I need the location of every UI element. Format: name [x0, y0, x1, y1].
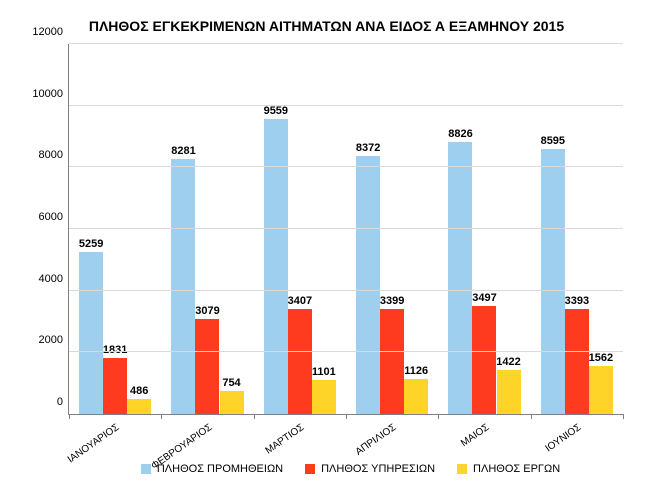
ytick-label: 8000 — [39, 149, 69, 161]
bar-value-label: 486 — [130, 385, 148, 397]
ytick-label: 12000 — [32, 26, 69, 38]
bar-value-label: 1562 — [589, 352, 613, 364]
plot-area: 5259183148682813079754955934071101837233… — [68, 44, 623, 415]
xtick-mark — [69, 414, 70, 419]
bar: 1831 — [103, 358, 127, 414]
xtick-mark — [623, 414, 624, 419]
xtick-label: ΜΑΙΟΣ — [458, 422, 490, 449]
xtick-mark — [346, 414, 347, 419]
bar: 1422 — [497, 370, 521, 414]
legend-label: ΠΛΗΘΟΣ ΕΡΓΩΝ — [473, 463, 560, 475]
bar-value-label: 3079 — [195, 305, 219, 317]
ytick-label: 0 — [57, 396, 69, 408]
bar-value-label: 3399 — [380, 295, 404, 307]
gridline — [69, 43, 623, 44]
xtick-label: ΙΟΥΝΙΟΣ — [543, 422, 583, 454]
gridline — [69, 166, 623, 167]
bar-value-label: 8826 — [448, 128, 472, 140]
ytick-label: 10000 — [32, 88, 69, 100]
bar-value-label: 3497 — [472, 292, 496, 304]
ytick-label: 4000 — [39, 273, 69, 285]
bars-layer: 5259183148682813079754955934071101837233… — [69, 44, 623, 414]
xtick-mark — [161, 414, 162, 419]
bar-value-label: 754 — [222, 377, 240, 389]
bar: 486 — [127, 399, 151, 414]
bar: 5259 — [79, 252, 103, 414]
bar: 3393 — [565, 309, 589, 414]
legend-label: ΠΛΗΘΟΣ ΥΠΗΡΕΣΙΩΝ — [321, 463, 435, 475]
xtick-mark — [254, 414, 255, 419]
legend-item: ΠΛΗΘΟΣ ΕΡΓΩΝ — [457, 463, 560, 475]
bar-value-label: 3407 — [288, 295, 312, 307]
bar: 1101 — [312, 380, 336, 414]
bar: 3497 — [472, 306, 496, 414]
bar: 3407 — [288, 309, 312, 414]
bar-value-label: 1831 — [103, 344, 127, 356]
gridline — [69, 351, 623, 352]
gridline — [69, 228, 623, 229]
chart-title: ΠΛΗΘΟΣ ΕΓΚΕΚΡΙΜΕΝΩΝ ΑΙΤΗΜΑΤΩΝ ΑΝΑ ΕΙΔΟΣ … — [20, 18, 633, 34]
gridline — [69, 105, 623, 106]
ytick-label: 2000 — [39, 334, 69, 346]
bar-value-label: 9559 — [264, 105, 288, 117]
bar-value-label: 1126 — [404, 365, 428, 377]
xtick-mark — [438, 414, 439, 419]
bar: 8372 — [356, 156, 380, 414]
legend-swatch — [141, 464, 151, 474]
legend-item: ΠΛΗΘΟΣ ΥΠΗΡΕΣΙΩΝ — [305, 463, 435, 475]
bar-value-label: 3393 — [565, 295, 589, 307]
legend-label: ΠΛΗΘΟΣ ΠΡΟΜΗΘΕΙΩΝ — [157, 463, 283, 475]
xtick-label: ΜΑΡΤΙΟΣ — [263, 422, 306, 457]
bar-value-label: 8595 — [541, 135, 565, 147]
bar: 8595 — [541, 149, 565, 414]
bar-value-label: 1422 — [496, 356, 520, 368]
xtick-label: ΙΑΝΟΥΑΡΙΟΣ — [66, 422, 122, 466]
xtick-label: ΑΠΡΙΛΙΟΣ — [354, 422, 399, 458]
bar: 754 — [220, 391, 244, 414]
bar-value-label: 5259 — [79, 238, 103, 250]
bar: 8281 — [171, 159, 195, 414]
chart-container: ΠΛΗΘΟΣ ΕΓΚΕΚΡΙΜΕΝΩΝ ΑΙΤΗΜΑΤΩΝ ΑΝΑ ΕΙΔΟΣ … — [0, 0, 653, 500]
bar-value-label: 8281 — [171, 145, 195, 157]
bar-value-label: 1101 — [312, 366, 336, 378]
bar: 3079 — [195, 319, 219, 414]
xtick-mark — [531, 414, 532, 419]
bar: 8826 — [448, 142, 472, 414]
ytick-label: 6000 — [39, 211, 69, 223]
bar: 1126 — [404, 379, 428, 414]
bar: 1562 — [589, 366, 613, 414]
bar: 9559 — [264, 119, 288, 414]
bar-value-label: 8372 — [356, 142, 380, 154]
legend-swatch — [457, 464, 467, 474]
gridline — [69, 290, 623, 291]
legend-swatch — [305, 464, 315, 474]
bar: 3399 — [380, 309, 404, 414]
